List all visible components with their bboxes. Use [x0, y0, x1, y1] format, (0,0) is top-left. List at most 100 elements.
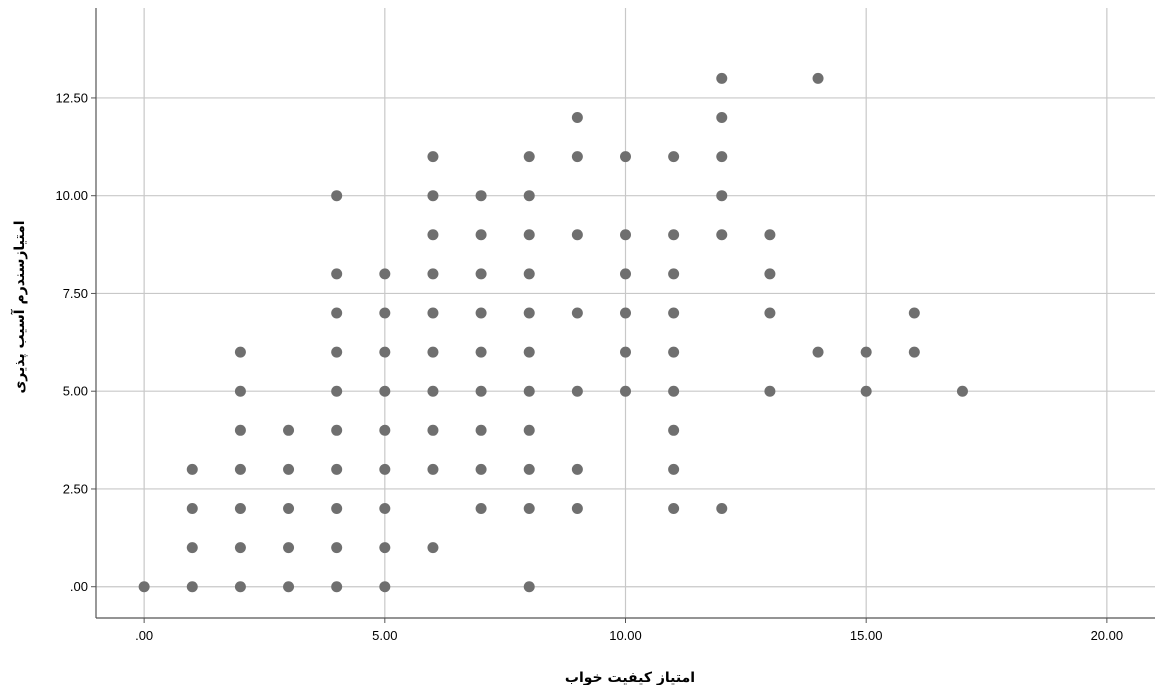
data-point	[427, 307, 439, 319]
data-point	[186, 503, 198, 515]
data-point	[571, 111, 583, 123]
data-point	[764, 307, 776, 319]
data-point	[571, 307, 583, 319]
data-point	[427, 190, 439, 202]
data-point	[379, 463, 391, 475]
data-point	[283, 424, 295, 436]
data-point	[716, 229, 728, 241]
data-point	[620, 268, 631, 280]
data-point	[475, 385, 487, 397]
data-point	[475, 229, 487, 241]
data-point	[523, 581, 535, 593]
data-point	[523, 307, 535, 319]
data-point	[571, 503, 583, 515]
data-point	[716, 111, 728, 123]
x-tick-label: 10.00	[609, 628, 642, 643]
data-point	[620, 346, 631, 358]
data-point	[668, 229, 680, 241]
data-point	[668, 268, 680, 280]
data-point	[668, 463, 680, 475]
data-point	[283, 503, 295, 515]
data-point	[379, 268, 391, 280]
data-point	[716, 190, 728, 202]
data-point	[812, 346, 824, 358]
data-point	[234, 463, 246, 475]
data-point	[331, 463, 343, 475]
data-point	[668, 151, 680, 163]
data-point	[427, 229, 439, 241]
data-point	[234, 385, 246, 397]
data-point	[379, 307, 391, 319]
data-point	[716, 151, 728, 163]
data-point	[571, 385, 583, 397]
data-point	[427, 542, 439, 554]
data-point	[331, 503, 343, 515]
data-point	[331, 385, 343, 397]
data-point	[427, 385, 439, 397]
data-point	[475, 346, 487, 358]
data-point	[379, 503, 391, 515]
data-point	[764, 385, 776, 397]
data-point	[475, 424, 487, 436]
data-point	[379, 581, 391, 593]
data-point	[860, 385, 872, 397]
data-point	[283, 463, 295, 475]
axes	[91, 8, 1155, 623]
data-point	[331, 346, 343, 358]
data-point	[523, 463, 535, 475]
data-point	[475, 307, 487, 319]
x-tick-label: 5.00	[372, 628, 397, 643]
y-tick-label: 2.50	[63, 481, 88, 496]
data-point	[427, 424, 439, 436]
data-point	[331, 307, 343, 319]
data-point	[379, 542, 391, 554]
data-point	[956, 385, 968, 397]
data-point	[908, 307, 920, 319]
data-point	[331, 190, 343, 202]
data-point	[234, 346, 246, 358]
data-point	[860, 346, 872, 358]
data-point	[379, 346, 391, 358]
data-point	[620, 151, 631, 163]
data-point	[523, 190, 535, 202]
data-point	[283, 581, 295, 593]
x-tick-label: .00	[135, 628, 153, 643]
grid-lines	[96, 8, 1155, 618]
data-point	[571, 463, 583, 475]
data-point	[427, 346, 439, 358]
data-point	[523, 229, 535, 241]
data-point	[812, 72, 824, 84]
data-point	[283, 542, 295, 554]
data-point	[475, 268, 487, 280]
data-point	[331, 542, 343, 554]
y-tick-label: 12.50	[55, 90, 88, 105]
data-point	[138, 581, 150, 593]
data-point	[186, 542, 198, 554]
x-tick-label: 15.00	[850, 628, 883, 643]
data-point	[427, 151, 439, 163]
y-tick-label: 10.00	[55, 188, 88, 203]
data-point	[379, 424, 391, 436]
data-point	[668, 346, 680, 358]
data-point	[523, 424, 535, 436]
data-point	[668, 385, 680, 397]
data-point	[331, 424, 343, 436]
data-point	[427, 268, 439, 280]
data-point	[908, 346, 920, 358]
data-point	[523, 268, 535, 280]
data-point	[523, 151, 535, 163]
data-point	[234, 503, 246, 515]
data-point	[331, 268, 343, 280]
data-point	[234, 581, 246, 593]
x-axis-title: امتیاز کیفیت خواب	[565, 670, 695, 685]
data-point	[186, 463, 198, 475]
data-point	[716, 72, 728, 84]
data-point	[620, 385, 631, 397]
y-tick-label: 5.00	[63, 384, 88, 399]
data-point	[668, 307, 680, 319]
data-points	[138, 72, 968, 593]
data-point	[234, 542, 246, 554]
data-point	[475, 190, 487, 202]
data-point	[234, 424, 246, 436]
